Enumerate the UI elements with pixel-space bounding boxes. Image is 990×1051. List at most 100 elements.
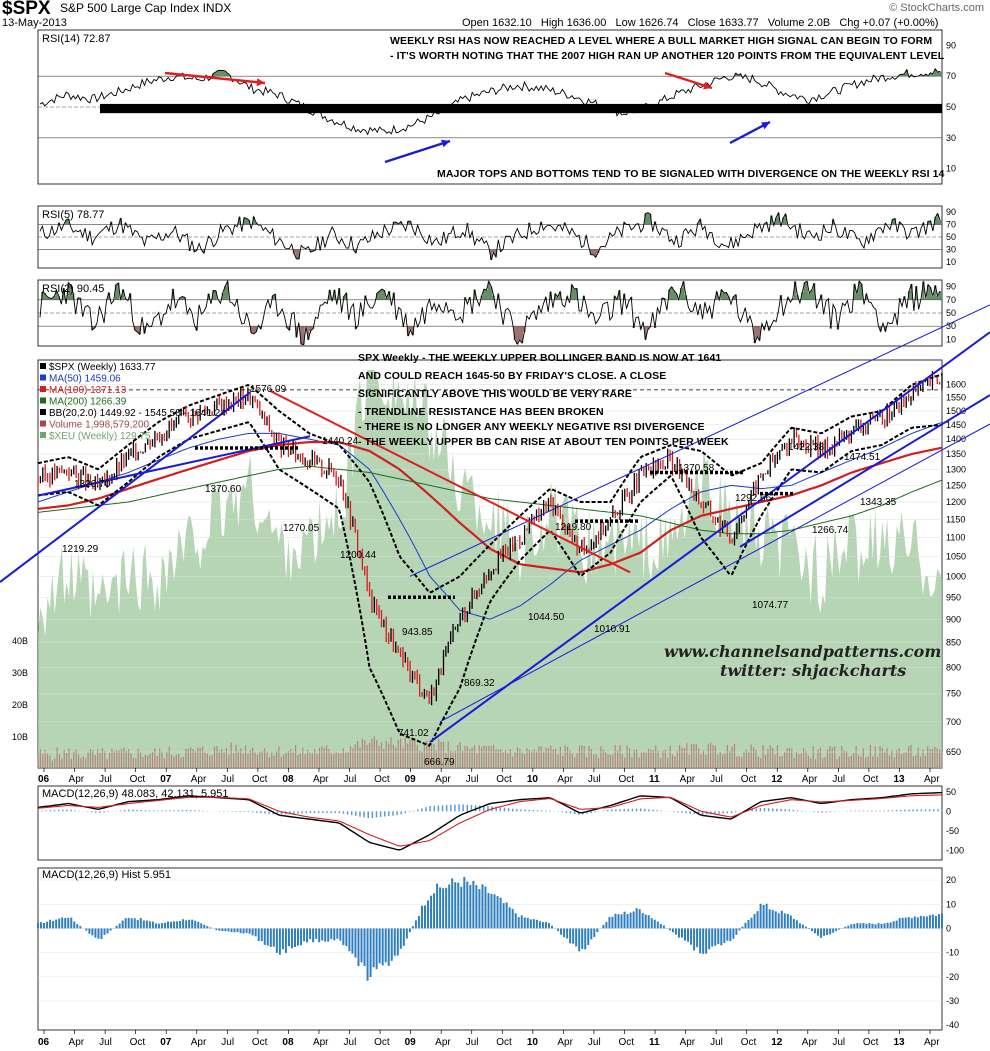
macd-line <box>37 791 943 851</box>
price-label: 1326.70 <box>74 479 111 490</box>
price-label: 1370.60 <box>205 484 242 495</box>
legend-swatch <box>40 386 46 392</box>
legend-swatch <box>40 420 46 427</box>
x-tick-label: Oct <box>741 774 757 785</box>
y-tick-label: -10 <box>946 948 959 958</box>
y-tick-label: 800 <box>946 662 961 672</box>
x-tick-label: Apr <box>191 774 207 785</box>
trendline <box>0 391 251 583</box>
x-tick-label: Apr <box>802 774 818 785</box>
price-label: 1270.05 <box>283 523 320 534</box>
price-label: 666.79 <box>424 757 455 768</box>
y-tick-label: -100 <box>946 845 964 855</box>
x-tick-label: Apr <box>802 1037 818 1048</box>
rsi-divergence-arrow-head <box>761 122 770 130</box>
macd-line <box>37 794 943 847</box>
rsi-overbought-fill <box>57 212 942 225</box>
price-label: 1074.77 <box>752 600 789 611</box>
y-tick-label: 1100 <box>946 532 965 542</box>
y-tick-label: 650 <box>946 747 961 757</box>
x-tick-label: Oct <box>130 1037 146 1048</box>
x-tick-label: 11 <box>649 774 660 785</box>
trendline <box>269 389 631 574</box>
xeu-background-area <box>38 370 942 768</box>
legend-entry: Volume 1,998,579,200 <box>49 420 150 431</box>
x-tick-label: Jul <box>99 1037 112 1048</box>
legend-entry: MA(50) 1459.06 <box>49 374 121 385</box>
panel-title: RSI(5) 78.77 <box>42 209 104 221</box>
x-tick-label: Oct <box>374 1037 390 1048</box>
rsi-50-band <box>100 103 942 114</box>
x-tick-label: Jul <box>344 774 357 785</box>
y-tick-label: 90 <box>946 207 956 217</box>
panel-title: MACD(12,26,9) 48.083, 42.131, 5.951 <box>42 788 229 800</box>
price-label: 1219.29 <box>62 544 99 555</box>
y-tick-label: 10 <box>946 334 956 344</box>
legend-swatch <box>40 363 46 369</box>
ticker-symbol: $SPX <box>2 0 51 19</box>
x-tick-label: Apr <box>69 1037 85 1048</box>
price-label: 1474.51 <box>844 452 881 463</box>
x-tick-label: Oct <box>741 1037 757 1048</box>
y-tick-label: 70 <box>946 295 956 305</box>
legend-entry: MA(100) 1371.13 <box>49 385 127 396</box>
y-tick-label: 1550 <box>946 393 966 403</box>
x-tick-label: Jul <box>710 774 723 785</box>
stockcharts-logo: © StockCharts.com <box>889 2 984 14</box>
price-label: 1044.50 <box>528 612 565 623</box>
y-tick-label: 30 <box>946 321 956 331</box>
price-label: 869.32 <box>464 678 495 689</box>
indicator-line <box>37 465 943 535</box>
x-tick-label: Jul <box>588 774 601 785</box>
x-tick-label: Jul <box>221 774 234 785</box>
y-tick-label: 10 <box>946 899 956 909</box>
x-tick-label: 12 <box>771 1037 783 1048</box>
index-full-name: S&P 500 Large Cap Index <box>60 1 200 15</box>
watermark-twitter: twitter: shjackcharts <box>720 661 907 680</box>
x-tick-label: Apr <box>924 1037 940 1048</box>
volume-tick-label: 40B <box>12 636 28 646</box>
rsi-line <box>39 279 941 346</box>
y-tick-label: 1150 <box>946 514 965 524</box>
x-tick-label: 10 <box>527 774 539 785</box>
y-tick-label: 10 <box>946 257 956 267</box>
price-label: 1219.80 <box>555 522 592 533</box>
price-label: 1266.74 <box>812 525 849 536</box>
x-tick-label: 06 <box>38 774 50 785</box>
x-tick-label: 08 <box>282 1037 294 1048</box>
trendline <box>37 435 311 497</box>
legend-entry: BB(20,2.0) 1449.92 - 1545.58 - 1641.24 <box>49 408 226 419</box>
y-tick-label: 0 <box>946 923 951 933</box>
legend-swatch <box>40 432 46 438</box>
x-tick-label: Oct <box>252 774 268 785</box>
price-annotation-line-2: AND COULD REACH 1645-50 BY FRIDAY'S CLOS… <box>358 370 667 382</box>
exchange: INDX <box>202 1 232 15</box>
x-tick-label: Apr <box>557 1037 573 1048</box>
rsi-overbought-fill <box>176 68 942 77</box>
x-tick-label: Jul <box>221 1037 234 1048</box>
x-tick-label: Jul <box>710 1037 723 1048</box>
x-tick-label: Jul <box>344 1037 357 1048</box>
y-tick-label: 50 <box>946 308 956 318</box>
panel-title: RSI(2) 90.45 <box>42 283 104 295</box>
price-label: 1576.09 <box>250 384 287 395</box>
x-tick-label: Oct <box>863 1037 879 1048</box>
y-tick-label: -30 <box>946 996 959 1006</box>
volume-tick-label: 10B <box>12 732 28 742</box>
x-tick-label: Apr <box>680 774 696 785</box>
legend-swatch <box>40 397 46 404</box>
rsi-overbought-fill <box>41 281 942 300</box>
y-tick-label: 700 <box>946 717 961 727</box>
indicator-line <box>37 421 943 620</box>
indicator-line <box>37 373 943 594</box>
price-label: 1422.38 <box>788 442 825 453</box>
x-tick-label: 13 <box>893 774 905 785</box>
y-tick-label: 1400 <box>946 434 966 444</box>
watermark-site: www.channelsandpatterns.com <box>664 642 942 661</box>
rsi-line <box>39 68 941 136</box>
y-tick-label: -50 <box>946 826 959 836</box>
legend-swatch <box>40 374 46 381</box>
y-tick-label: 50 <box>946 102 956 112</box>
rsi-divergence-arrow <box>164 71 266 85</box>
panel-title: RSI(14) 72.87 <box>42 33 110 45</box>
